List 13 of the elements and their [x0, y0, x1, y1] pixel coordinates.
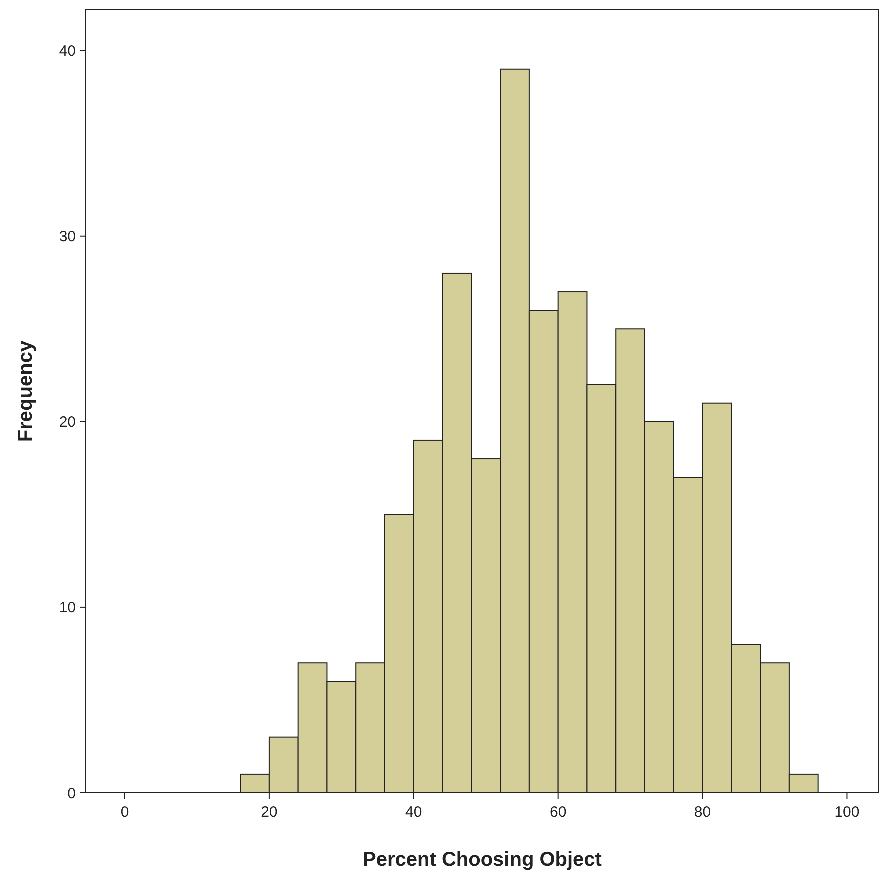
x-tick-label: 100	[834, 804, 860, 821]
x-tick-label: 60	[550, 804, 567, 821]
y-tick-label: 40	[59, 43, 76, 60]
x-axis-title: Percent Choosing Object	[363, 849, 602, 871]
x-tick-label: 20	[261, 804, 278, 821]
x-tick-label: 80	[694, 804, 712, 821]
y-tick-label: 20	[59, 414, 76, 432]
y-axis-title: Frequency	[15, 340, 37, 442]
x-tick-label: 40	[406, 804, 422, 821]
y-tick-label: 0	[68, 785, 76, 802]
y-tick-label: 30	[59, 228, 76, 246]
y-tick-label: 10	[59, 600, 76, 617]
x-tick-label: 0	[120, 804, 130, 821]
